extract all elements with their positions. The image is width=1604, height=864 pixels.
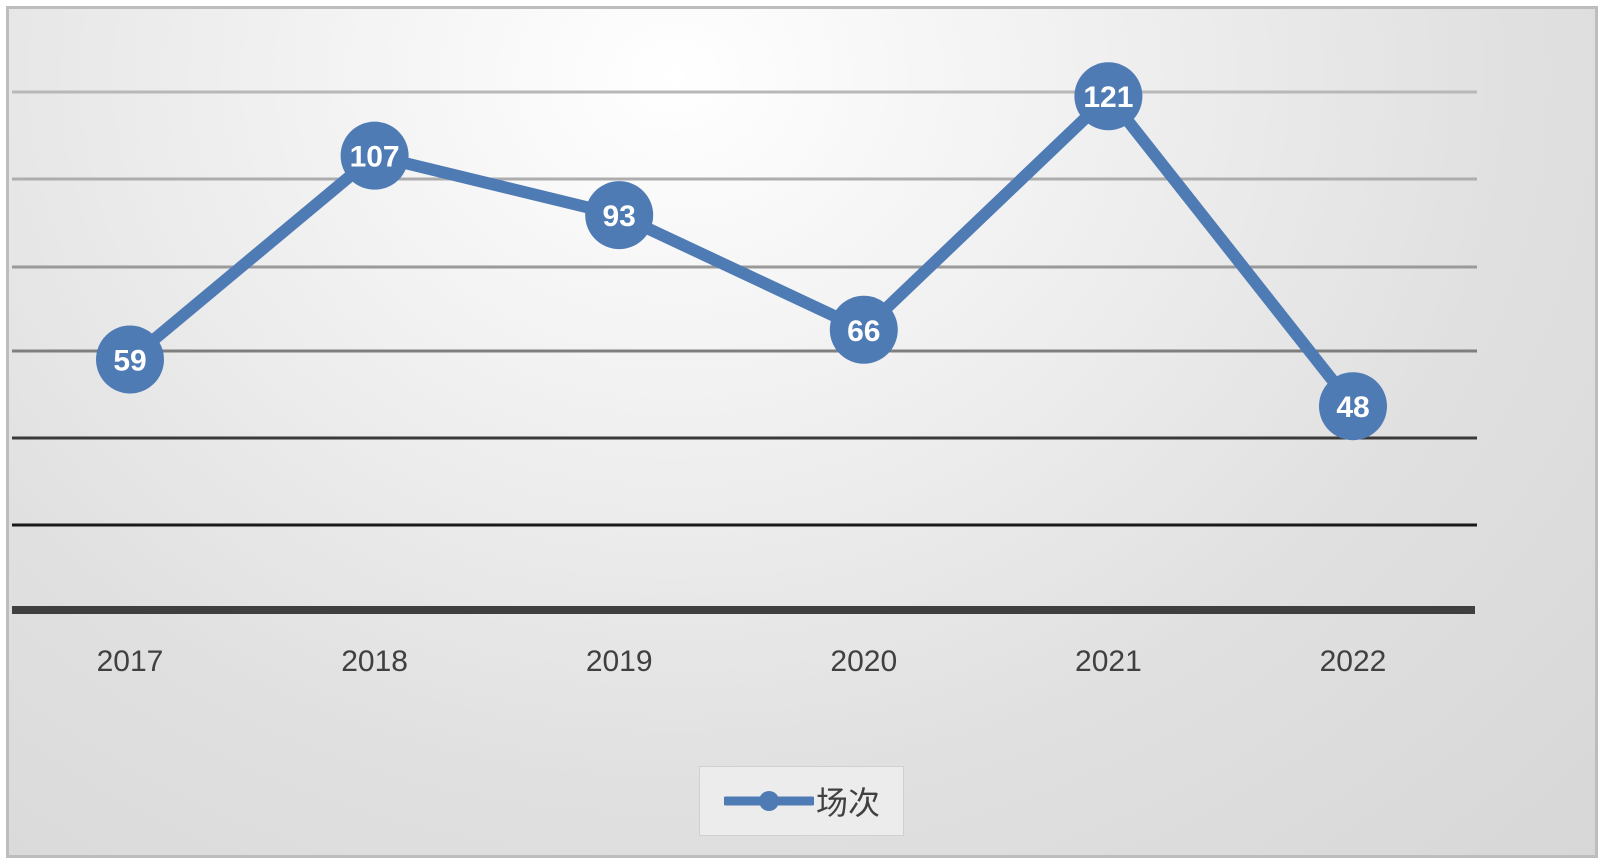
data-point	[96, 325, 164, 394]
data-label: 93	[603, 200, 636, 233]
data-point	[829, 295, 898, 364]
data-label: 48	[1336, 391, 1369, 424]
data-point	[1074, 62, 1143, 131]
line-chart: 59 107 93 66 121 48 2017 2018 2019 2020 2021 2022	[12, 62, 1477, 678]
data-point	[340, 121, 409, 190]
data-label: 66	[847, 315, 880, 348]
series-layer: 59 107 93 66 121 48	[96, 62, 1387, 441]
data-label: 107	[350, 141, 400, 174]
gridlines	[12, 90, 1477, 527]
x-tick-label: 2021	[1075, 645, 1142, 678]
x-tick-label: 2017	[97, 645, 164, 678]
legend-series-name: 场次	[816, 784, 881, 822]
data-label: 59	[113, 344, 146, 377]
legend: 场次	[699, 766, 904, 836]
tick-labels: 2017 2018 2019 2020 2021 2022	[97, 645, 1387, 678]
data-point	[1319, 372, 1387, 441]
data-point	[585, 181, 654, 250]
series-line	[124, 90, 1359, 413]
chart-area: 59 107 93 66 121 48 2017 2018 2019 2020 2021 2022 …	[6, 6, 1598, 858]
x-tick-label: 2018	[341, 645, 408, 678]
x-tick-label: 2019	[586, 645, 653, 678]
x-tick-label: 2022	[1320, 645, 1387, 678]
x-tick-label: 2020	[830, 645, 897, 678]
data-label: 121	[1083, 81, 1133, 114]
legend-line-marker-icon	[724, 791, 814, 811]
